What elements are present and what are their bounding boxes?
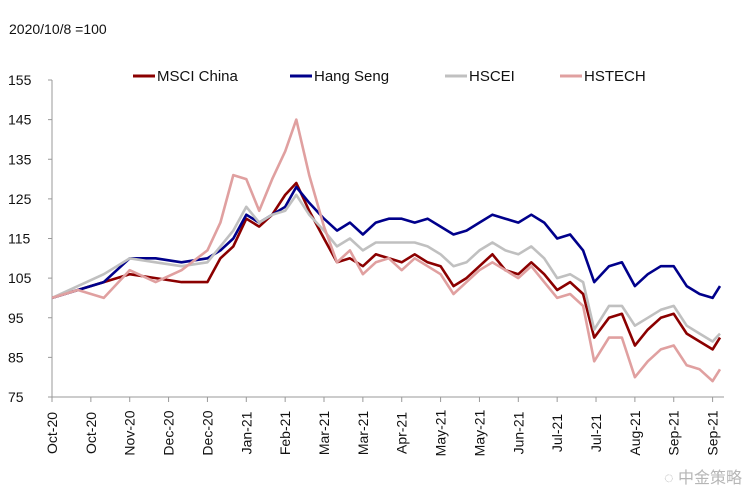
series-line-msci-china: [51, 181, 722, 351]
legend-label: HSTECH: [584, 68, 646, 85]
legend-label: Hang Seng: [314, 68, 389, 85]
y-tick-label: 155: [8, 72, 32, 88]
y-tick-label: 125: [8, 191, 32, 207]
legend-label: HSCEI: [469, 68, 515, 85]
watermark: ◌ 中金策略: [664, 470, 742, 488]
x-tick-label: Jul-21: [588, 414, 604, 452]
watermark-text: 中金策略: [677, 470, 742, 487]
series-line-hstech: [51, 118, 722, 383]
x-tick-label: Apr-21: [394, 412, 410, 454]
y-tick-label: 135: [8, 151, 32, 167]
series-line-hang-seng: [51, 185, 722, 300]
y-tick-label: 105: [8, 270, 32, 286]
base-note: 2020/10/8 =100: [9, 21, 107, 37]
y-tick-label: 145: [8, 112, 32, 128]
legend-label: MSCI China: [157, 68, 239, 85]
x-tick-label: Mar-21: [316, 411, 332, 456]
x-tick-label: Sep-21: [705, 410, 721, 455]
x-tick-label: Nov-20: [122, 410, 138, 455]
x-tick-label: Mar-21: [355, 411, 371, 456]
series-line-hscei: [51, 193, 721, 343]
x-tick-label: Dec-20: [161, 410, 177, 455]
y-tick-label: 95: [8, 310, 24, 326]
x-tick-label: Jan-21: [238, 411, 254, 454]
x-tick-label: Jul-21: [549, 414, 565, 452]
x-tick-label: Jun-21: [510, 411, 526, 454]
y-tick-label: 115: [8, 231, 31, 247]
x-tick-label: Aug-21: [627, 410, 643, 455]
x-tick-label: May-21: [433, 409, 449, 456]
x-tick-label: Oct-20: [44, 412, 60, 454]
x-tick-label: Oct-20: [83, 412, 99, 454]
y-tick-label: 85: [8, 349, 24, 365]
x-tick-label: Dec-20: [199, 410, 215, 455]
x-tick-label: Feb-21: [277, 411, 293, 456]
x-tick-label: Sep-21: [666, 410, 682, 455]
wechat-icon: ◌: [664, 470, 674, 487]
x-tick-label: May-21: [471, 409, 487, 456]
y-tick-label: 75: [8, 389, 24, 405]
